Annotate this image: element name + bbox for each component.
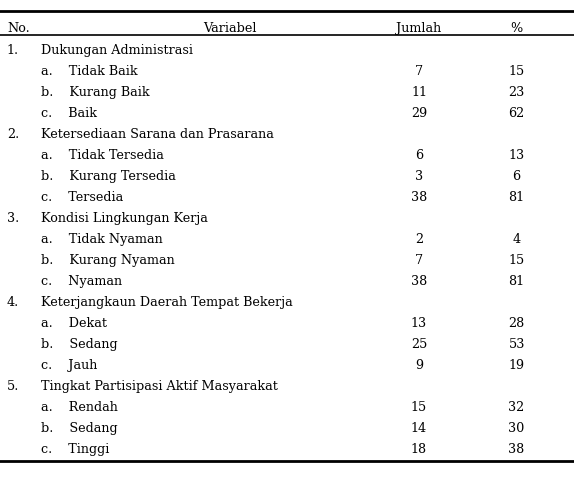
Text: 2: 2 <box>415 233 423 246</box>
Text: 14: 14 <box>411 422 427 435</box>
Text: 6: 6 <box>513 170 521 183</box>
Text: 11: 11 <box>411 86 427 99</box>
Text: c.    Tinggi: c. Tinggi <box>41 443 110 456</box>
Text: 15: 15 <box>509 65 525 78</box>
Text: a.    Tidak Nyaman: a. Tidak Nyaman <box>41 233 163 246</box>
Text: 28: 28 <box>509 317 525 330</box>
Text: 2.: 2. <box>7 128 19 141</box>
Text: 15: 15 <box>411 401 427 414</box>
Text: Ketersediaan Sarana dan Prasarana: Ketersediaan Sarana dan Prasarana <box>41 128 274 141</box>
Text: 1.: 1. <box>7 44 19 57</box>
Text: 30: 30 <box>509 422 525 435</box>
Text: Dukungan Administrasi: Dukungan Administrasi <box>41 44 193 57</box>
Text: 9: 9 <box>415 359 423 372</box>
Text: 18: 18 <box>411 443 427 456</box>
Text: a.    Rendah: a. Rendah <box>41 401 118 414</box>
Text: 7: 7 <box>415 254 423 267</box>
Text: Jumlah: Jumlah <box>397 22 441 35</box>
Text: b.    Sedang: b. Sedang <box>41 338 118 351</box>
Text: No.: No. <box>7 22 30 35</box>
Text: 81: 81 <box>509 275 525 288</box>
Text: c.    Baik: c. Baik <box>41 107 98 120</box>
Text: %: % <box>510 22 523 35</box>
Text: b.    Kurang Nyaman: b. Kurang Nyaman <box>41 254 175 267</box>
Text: 5.: 5. <box>7 380 20 393</box>
Text: 38: 38 <box>411 275 427 288</box>
Text: 15: 15 <box>509 254 525 267</box>
Text: a.    Tidak Baik: a. Tidak Baik <box>41 65 138 78</box>
Text: 38: 38 <box>509 443 525 456</box>
Text: 38: 38 <box>411 191 427 204</box>
Text: 3: 3 <box>415 170 423 183</box>
Text: 7: 7 <box>415 65 423 78</box>
Text: b.    Sedang: b. Sedang <box>41 422 118 435</box>
Text: 53: 53 <box>509 338 525 351</box>
Text: 6: 6 <box>415 149 423 162</box>
Text: 62: 62 <box>509 107 525 120</box>
Text: 32: 32 <box>509 401 525 414</box>
Text: 4.: 4. <box>7 296 19 309</box>
Text: c.    Nyaman: c. Nyaman <box>41 275 122 288</box>
Text: 25: 25 <box>411 338 427 351</box>
Text: 81: 81 <box>509 191 525 204</box>
Text: 4: 4 <box>513 233 521 246</box>
Text: b.    Kurang Baik: b. Kurang Baik <box>41 86 150 99</box>
Text: 13: 13 <box>509 149 525 162</box>
Text: c.    Tersedia: c. Tersedia <box>41 191 123 204</box>
Text: a.    Tidak Tersedia: a. Tidak Tersedia <box>41 149 164 162</box>
Text: c.    Jauh: c. Jauh <box>41 359 98 372</box>
Text: 23: 23 <box>509 86 525 99</box>
Text: Keterjangkaun Daerah Tempat Bekerja: Keterjangkaun Daerah Tempat Bekerja <box>41 296 293 309</box>
Text: 3.: 3. <box>7 212 19 225</box>
Text: b.    Kurang Tersedia: b. Kurang Tersedia <box>41 170 176 183</box>
Text: 19: 19 <box>509 359 525 372</box>
Text: 29: 29 <box>411 107 427 120</box>
Text: Tingkat Partisipasi Aktif Masyarakat: Tingkat Partisipasi Aktif Masyarakat <box>41 380 278 393</box>
Text: Variabel: Variabel <box>203 22 257 35</box>
Text: 13: 13 <box>411 317 427 330</box>
Text: Kondisi Lingkungan Kerja: Kondisi Lingkungan Kerja <box>41 212 208 225</box>
Text: a.    Dekat: a. Dekat <box>41 317 107 330</box>
